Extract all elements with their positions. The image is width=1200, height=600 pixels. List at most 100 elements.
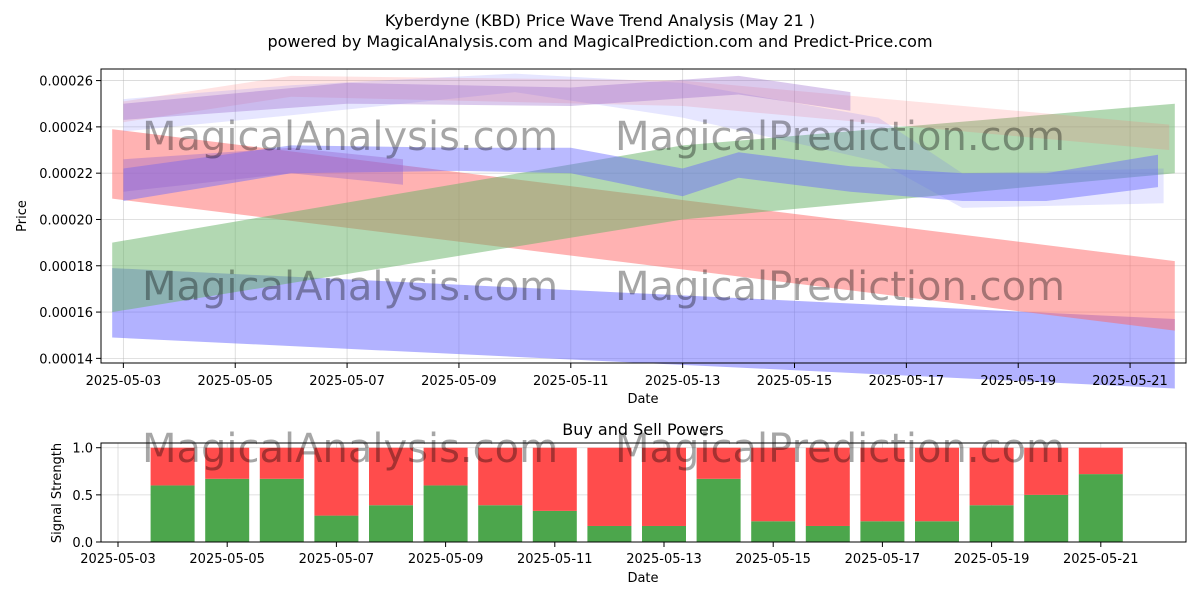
- top-x-tick-label: 2025-05-07: [309, 374, 385, 389]
- buy-bar: [860, 521, 905, 542]
- buy-bar: [1078, 474, 1123, 542]
- bottom-y-tick-label: 0.0: [72, 536, 93, 551]
- watermark-text: MagicalAnalysis.com: [142, 264, 558, 310]
- watermark-text: MagicalPrediction.com: [615, 114, 1065, 160]
- bottom-x-tick-label: 2025-05-07: [299, 552, 375, 567]
- buy-bar: [150, 485, 195, 542]
- sell-bar: [860, 447, 905, 522]
- top-x-tick-label: 2025-05-09: [421, 374, 497, 389]
- bottom-y-ticks: 0.0 0.5 1.0: [72, 442, 101, 551]
- trend-band-red: [123, 75, 1170, 150]
- top-x-tick-label: 2025-05-05: [197, 374, 273, 389]
- bottom-x-tick-label: 2025-05-03: [80, 552, 156, 567]
- bottom-watermarks: MagicalAnalysis.com MagicalPrediction.com: [142, 426, 1065, 472]
- bottom-x-tick-label: 2025-05-15: [735, 552, 811, 567]
- sell-bar: [696, 447, 741, 479]
- buy-bar: [642, 525, 686, 542]
- signal-bars: [150, 447, 1123, 542]
- buy-sell-power-chart: Buy and Sell Powers MagicalAnalysis.com M…: [50, 420, 1187, 586]
- bottom-x-axis-label: Date: [627, 571, 658, 586]
- top-x-axis-label: Date: [627, 392, 658, 407]
- buy-bar: [696, 478, 741, 542]
- buy-bar: [423, 485, 468, 542]
- trend-band-red: [112, 129, 1175, 331]
- sell-bar: [205, 447, 250, 479]
- bottom-x-ticks: 2025-05-03 2025-05-05 2025-05-07 2025-05-09…: [80, 542, 1139, 567]
- trend-bands: [112, 73, 1175, 389]
- trend-band-purple: [123, 75, 851, 120]
- buy-bar: [314, 515, 359, 542]
- trend-band-blue: [123, 145, 1158, 201]
- top-x-tick-label: 2025-05-15: [757, 374, 833, 389]
- trend-band-blue: [123, 73, 1164, 208]
- watermark-text: MagicalAnalysis.com: [142, 426, 558, 472]
- sell-bar: [805, 447, 850, 526]
- bottom-y-tick-label: 1.0: [72, 442, 93, 457]
- top-x-tick-label: 2025-05-11: [533, 374, 609, 389]
- top-y-tick-label: 0.00016: [39, 306, 93, 321]
- top-x-ticks: 2025-05-03 2025-05-05 2025-05-07 2025-05-09…: [86, 363, 1168, 389]
- figure-subtitle: powered by MagicalAnalysis.com and Magic…: [267, 32, 932, 51]
- buy-bar: [205, 478, 250, 542]
- buy-bar: [969, 505, 1014, 542]
- top-x-tick-label: 2025-05-17: [869, 374, 945, 389]
- bottom-y-axis-label: Signal Strength: [50, 443, 65, 543]
- buy-bar: [259, 478, 304, 542]
- sell-bar: [150, 447, 195, 486]
- top-y-ticks: 0.00014 0.00016 0.00018 0.00020 0.00022 0.000…: [39, 75, 101, 367]
- bottom-x-tick-label: 2025-05-19: [954, 552, 1030, 567]
- top-y-tick-label: 0.00026: [39, 75, 93, 90]
- price-wave-chart: MagicalAnalysis.com MagicalPrediction.com…: [15, 68, 1187, 407]
- bottom-x-tick-label: 2025-05-05: [189, 552, 265, 567]
- top-y-tick-label: 0.00024: [39, 121, 93, 136]
- figure-title: Kyberdyne (KBD) Price Wave Trend Analysi…: [385, 11, 815, 30]
- sell-bar: [751, 447, 796, 522]
- buy-bar: [369, 505, 413, 542]
- sell-bar: [587, 447, 632, 526]
- top-y-axis-label: Price: [15, 200, 30, 232]
- buy-bar: [532, 510, 577, 542]
- trend-band-purple: [123, 147, 404, 192]
- trend-band-green: [112, 103, 1175, 313]
- bottom-y-tick-label: 0.5: [72, 489, 93, 504]
- sell-bar: [369, 447, 413, 506]
- bottom-axes-frame: [100, 442, 1187, 543]
- trend-band-blue: [112, 268, 1175, 389]
- buy-bar: [805, 525, 850, 542]
- sell-bar: [969, 447, 1014, 506]
- watermark-text: MagicalPrediction.com: [615, 426, 1065, 472]
- watermark-text: MagicalPrediction.com: [615, 264, 1065, 310]
- top-x-tick-label: 2025-05-03: [86, 374, 162, 389]
- top-watermarks: MagicalAnalysis.com MagicalPrediction.com…: [142, 114, 1065, 310]
- sell-bar: [314, 447, 359, 516]
- top-y-tick-label: 0.00018: [39, 260, 93, 275]
- buy-bar: [751, 521, 796, 542]
- sell-bar: [915, 447, 959, 522]
- buy-bar: [587, 525, 632, 542]
- sell-bar: [642, 447, 686, 526]
- sell-bar: [532, 447, 577, 511]
- sell-bar: [1078, 447, 1123, 475]
- top-x-tick-label: 2025-05-13: [645, 374, 721, 389]
- top-x-tick-label: 2025-05-21: [1092, 374, 1168, 389]
- sell-bar: [423, 447, 468, 486]
- top-y-tick-label: 0.00022: [39, 167, 93, 182]
- bottom-x-tick-label: 2025-05-13: [626, 552, 702, 567]
- top-x-tick-label: 2025-05-19: [980, 374, 1056, 389]
- top-y-tick-label: 0.00020: [39, 213, 93, 228]
- bottom-chart-title: Buy and Sell Powers: [562, 420, 724, 439]
- top-y-tick-label: 0.00014: [39, 352, 93, 367]
- sell-bar: [478, 447, 523, 506]
- bottom-x-tick-label: 2025-05-09: [408, 552, 484, 567]
- buy-bar: [478, 505, 523, 542]
- buy-bar: [915, 521, 959, 542]
- watermark-text: MagicalAnalysis.com: [142, 114, 558, 160]
- bottom-x-tick-label: 2025-05-17: [845, 552, 921, 567]
- top-axes-frame: [100, 68, 1187, 364]
- sell-bar: [259, 447, 304, 479]
- sell-bar: [1024, 447, 1069, 495]
- buy-bar: [1024, 494, 1069, 542]
- bottom-x-tick-label: 2025-05-11: [517, 552, 593, 567]
- bottom-x-tick-label: 2025-05-21: [1063, 552, 1139, 567]
